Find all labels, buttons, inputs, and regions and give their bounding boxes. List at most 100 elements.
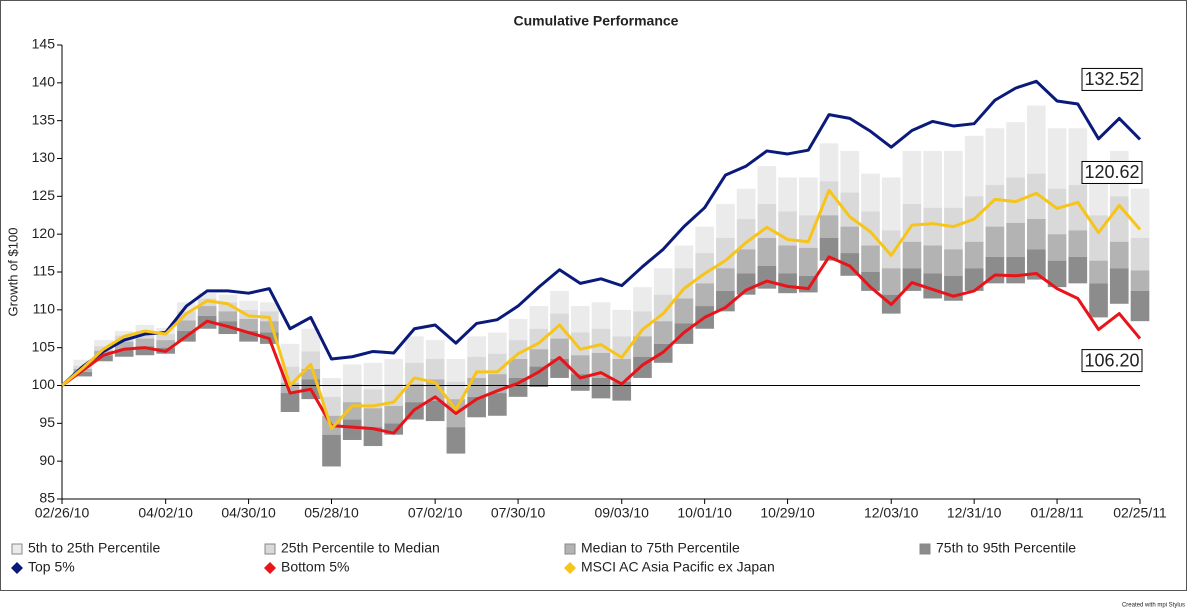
band-bar	[508, 340, 528, 360]
band-bar	[1047, 128, 1067, 189]
band-bar	[384, 405, 404, 424]
band-bar	[695, 283, 714, 307]
band-bar	[944, 150, 963, 208]
band-bar	[591, 352, 611, 378]
x-tick-label: 09/03/10	[594, 505, 649, 521]
band-bar	[73, 359, 93, 366]
band-bar	[612, 309, 632, 337]
x-tick-label: 04/02/10	[138, 505, 193, 521]
band-bar	[218, 294, 238, 303]
band-bar	[736, 249, 756, 274]
legend-label: 5th to 25th Percentile	[28, 540, 161, 556]
value-label-box	[1081, 160, 1143, 184]
band-bar	[633, 336, 652, 357]
band-bar	[716, 268, 735, 291]
band-bar	[1006, 222, 1025, 257]
legend-swatch	[564, 543, 576, 555]
y-tick-label: 90	[39, 452, 55, 468]
band-bar	[944, 249, 963, 276]
band-bar	[363, 408, 383, 428]
band-bar	[1006, 256, 1025, 284]
legend-label: 25th Percentile to Median	[281, 540, 440, 556]
band-bar	[653, 294, 673, 322]
band-bar	[778, 245, 797, 274]
y-tick-label: 125	[32, 187, 56, 203]
band-bar	[757, 237, 777, 266]
band-bar	[612, 381, 632, 401]
band-bar	[674, 268, 694, 299]
band-bar	[280, 343, 300, 367]
band-bar	[197, 306, 217, 316]
band-bar	[819, 143, 839, 182]
band-bar	[384, 423, 404, 435]
legend-label: MSCI AC Asia Pacific ex Japan	[581, 559, 775, 575]
value-label: 120.62	[1084, 162, 1139, 182]
legend-label: Bottom 5%	[281, 559, 349, 575]
band-bar	[425, 379, 445, 401]
band-bar	[322, 434, 341, 467]
band-bar	[819, 215, 839, 238]
band-bar	[964, 268, 984, 291]
band-bar	[1027, 173, 1046, 220]
band-bar	[529, 349, 549, 367]
band-bar	[819, 181, 839, 216]
band-bar	[446, 359, 466, 382]
band-bar	[259, 302, 279, 312]
band-bar	[902, 241, 922, 269]
y-tick-label: 120	[32, 225, 56, 241]
band-bar	[342, 383, 362, 403]
band-bar	[384, 359, 404, 384]
band-bar	[923, 207, 943, 246]
band-bar	[114, 349, 134, 357]
band-bar	[508, 318, 528, 341]
band-bar	[135, 324, 155, 332]
y-tick-label: 145	[32, 36, 56, 52]
band-bar	[591, 302, 611, 329]
band-bar	[94, 355, 113, 362]
band-bar	[363, 389, 383, 409]
band-bar	[529, 366, 549, 388]
band-bar	[488, 393, 507, 416]
band-bar	[1109, 268, 1129, 304]
band-bar	[135, 338, 155, 347]
band-bar	[985, 226, 1005, 257]
y-tick-label: 95	[39, 414, 55, 430]
band-bar	[840, 226, 860, 254]
legend-marker	[264, 562, 276, 574]
band-bar	[1089, 283, 1108, 318]
band-bar	[798, 247, 818, 276]
band-bar	[1027, 219, 1046, 250]
y-tick-label: 105	[32, 338, 56, 354]
band-bar	[861, 245, 880, 272]
value-label-box	[1081, 349, 1143, 373]
band-bar	[861, 173, 880, 212]
x-tick-label: 10/29/10	[760, 505, 815, 521]
band-bar	[674, 298, 694, 324]
band-bar	[1006, 122, 1025, 178]
band-bar	[736, 188, 756, 220]
band-bar	[363, 427, 383, 447]
band-bar	[695, 226, 714, 254]
band-bar	[1068, 230, 1088, 257]
band-bar	[819, 237, 839, 261]
band-bar	[1068, 256, 1088, 284]
band-bar	[1068, 184, 1088, 231]
band-bar	[508, 377, 528, 397]
x-tick-label: 12/03/10	[864, 505, 919, 521]
band-bar	[363, 362, 383, 390]
legend-marker	[11, 562, 23, 574]
band-bar	[736, 219, 756, 250]
series-line	[61, 188, 1142, 431]
band-bar	[716, 203, 735, 238]
y-axis-label: Growth of $100	[5, 228, 20, 317]
band-bar	[1047, 234, 1067, 261]
band-bar	[716, 290, 735, 312]
band-bar	[280, 383, 300, 394]
band-bar	[259, 321, 279, 333]
band-bar	[342, 419, 362, 440]
band-bar	[1109, 196, 1129, 242]
band-bar	[902, 150, 922, 204]
band-bar	[301, 328, 321, 352]
band-bar	[923, 150, 943, 208]
band-bar	[1109, 241, 1129, 269]
